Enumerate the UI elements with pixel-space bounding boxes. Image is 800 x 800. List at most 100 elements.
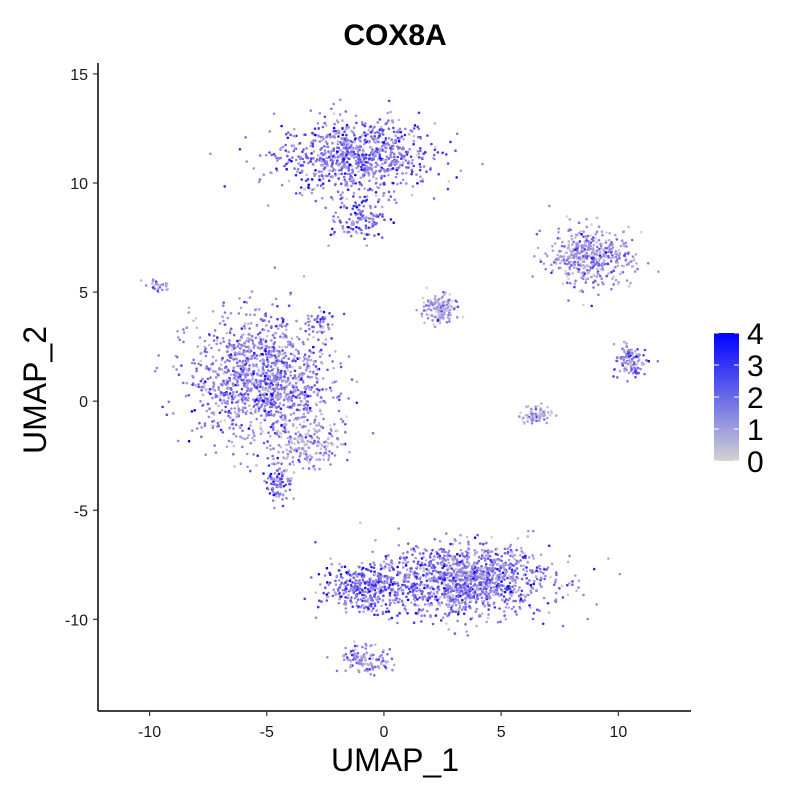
scatter-point: [345, 206, 349, 210]
scatter-point: [346, 583, 350, 586]
scatter-point: [492, 602, 496, 606]
scatter-point: [259, 425, 262, 428]
scatter-point: [595, 216, 599, 220]
scatter-point: [285, 167, 289, 171]
scatter-point: [292, 497, 296, 500]
scatter-point: [494, 552, 498, 556]
scatter-point: [456, 607, 460, 611]
scatter-point: [426, 599, 430, 602]
scatter-point: [592, 286, 595, 289]
scatter-point: [355, 225, 358, 229]
scatter-point: [586, 234, 590, 238]
scatter-point: [315, 381, 319, 384]
scatter-point: [376, 613, 379, 617]
scatter-point: [346, 231, 350, 234]
scatter-point: [269, 435, 272, 438]
scatter-point: [307, 354, 311, 358]
scatter-point: [315, 158, 319, 161]
scatter-point: [503, 590, 507, 594]
scatter-point: [274, 297, 278, 301]
scatter-point: [358, 565, 361, 569]
scatter-point: [270, 477, 273, 481]
scatter-point: [233, 410, 237, 414]
scatter-point: [254, 408, 257, 411]
scatter-point: [391, 599, 395, 602]
scatter-point: [308, 333, 311, 336]
scatter-point: [353, 572, 357, 575]
scatter-point: [382, 158, 386, 162]
scatter-point: [269, 448, 272, 451]
scatter-point: [342, 145, 346, 148]
scatter-point: [271, 499, 275, 502]
scatter-point: [522, 593, 525, 597]
scatter-point: [423, 321, 426, 325]
scatter-point: [412, 127, 416, 130]
scatter-point: [418, 552, 422, 555]
scatter-point: [556, 253, 559, 257]
scatter-point: [296, 416, 300, 420]
scatter-point: [348, 597, 352, 600]
scatter-point: [439, 557, 443, 560]
scatter-point: [244, 136, 247, 139]
scatter-point: [444, 309, 448, 313]
scatter-point: [380, 145, 384, 148]
scatter-point: [538, 567, 542, 571]
scatter-point: [427, 307, 431, 311]
scatter-point: [303, 397, 307, 400]
scatter-point: [317, 127, 321, 130]
scatter-point: [379, 567, 383, 571]
cluster-left-tail: [267, 415, 351, 474]
scatter-point: [196, 345, 200, 348]
scatter-point: [442, 580, 445, 584]
scatter-point: [386, 580, 389, 583]
scatter-point: [288, 397, 292, 401]
scatter-point: [456, 570, 459, 574]
scatter-point: [378, 128, 382, 131]
scatter-point: [284, 143, 288, 147]
scatter-point: [301, 447, 305, 451]
scatter-point: [212, 385, 215, 388]
scatter-point: [363, 590, 367, 593]
scatter-point: [403, 155, 406, 158]
scatter-point: [389, 153, 392, 157]
scatter-point: [354, 648, 357, 651]
scatter-point: [318, 429, 321, 432]
scatter-point: [480, 572, 484, 576]
scatter-point: [495, 584, 499, 588]
scatter-point: [439, 302, 443, 306]
scatter-point: [510, 607, 514, 611]
scatter-point: [347, 166, 351, 170]
scatter-point: [310, 152, 313, 155]
scatter-point: [469, 581, 473, 584]
scatter-point: [425, 313, 429, 316]
scatter-point: [442, 290, 445, 294]
scatter-point: [424, 559, 428, 562]
scatter-point: [361, 657, 364, 660]
scatter-point: [318, 388, 321, 392]
scatter-point: [440, 547, 443, 551]
scatter-point: [452, 582, 455, 585]
scatter-point: [640, 230, 643, 234]
scatter-point: [211, 426, 215, 430]
scatter-point: [450, 572, 454, 576]
scatter-point: [348, 163, 352, 166]
scatter-point: [342, 165, 346, 168]
scatter-point: [347, 168, 351, 172]
scatter-point: [327, 591, 330, 595]
scatter-point: [603, 262, 607, 266]
scatter-point: [346, 147, 350, 151]
scatter-point: [446, 576, 449, 580]
scatter-point: [330, 337, 333, 340]
scatter-point: [351, 586, 354, 590]
scatter-point: [290, 447, 294, 451]
scatter-point: [344, 611, 348, 614]
scatter-point: [255, 417, 258, 421]
scatter-point: [520, 550, 524, 553]
scatter-point: [440, 310, 443, 313]
scatter-point: [431, 569, 435, 573]
scatter-point: [384, 660, 387, 663]
scatter-point: [375, 130, 379, 134]
scatter-point: [274, 495, 278, 498]
scatter-point: [371, 653, 375, 657]
scatter-point: [525, 566, 528, 569]
